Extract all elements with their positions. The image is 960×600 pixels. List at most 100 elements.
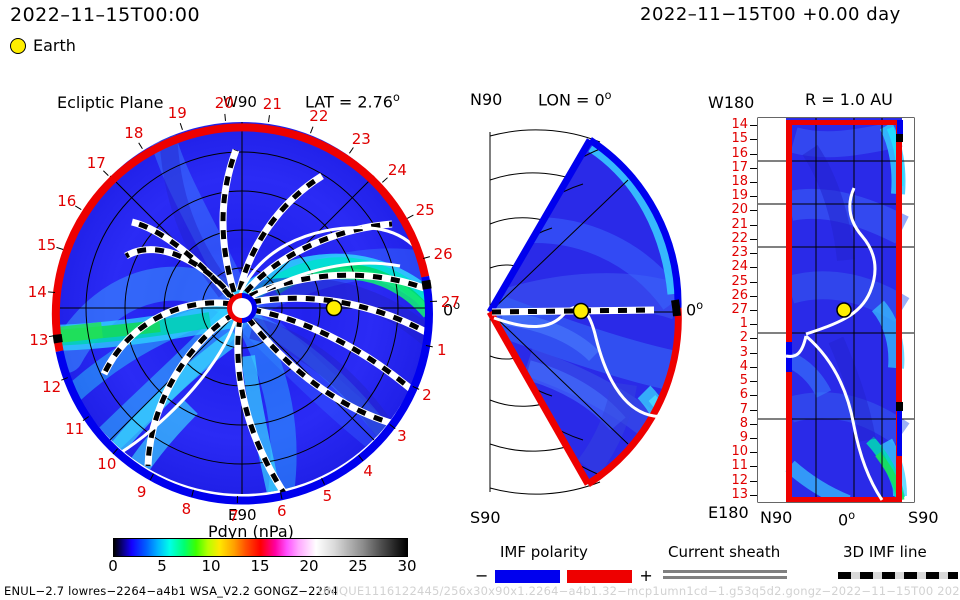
shell-y-axis-labels: 14 15 16 17 18 19 20 21 22 23 24 25 26 27 1 2 3 4 5 6 7 8 9 10 1…: [715, 110, 757, 510]
shell-y-tick: [750, 381, 757, 383]
shell-y-tick-label: 19: [731, 188, 748, 204]
shell-y-tick: [750, 295, 757, 297]
ecliptic-ring-tick: [103, 170, 109, 176]
shell-y-tick: [750, 224, 757, 226]
ecliptic-ring-label: 18: [124, 124, 144, 143]
shell-y-tick: [750, 409, 757, 411]
ecliptic-ring-tick: [82, 415, 89, 421]
ecliptic-ring-label: 8: [181, 500, 192, 519]
shell-y-tick-label: 1: [739, 316, 748, 332]
ecliptic-ring-tick: [138, 142, 144, 149]
shell-x-label-s90: S90: [908, 508, 939, 527]
shell-y-tick: [750, 395, 757, 397]
ecliptic-ring-tick: [191, 489, 195, 497]
shell-y-tick-label: 21: [731, 216, 748, 232]
ecliptic-ring-label: 27: [440, 292, 460, 311]
shell-y-tick-label: 9: [739, 430, 748, 445]
meridional-right-label: 0o: [686, 299, 704, 320]
shell-y-tick: [750, 494, 757, 496]
shell-bottom-label: E180: [708, 503, 749, 522]
ecliptic-ring-label: 23: [351, 129, 371, 148]
ecliptic-ring-tick: [348, 147, 354, 154]
ecliptic-ring-label: 26: [433, 245, 453, 264]
ecliptic-top-label: W90: [223, 93, 257, 111]
ecliptic-ring-label: 4: [363, 461, 373, 480]
current-sheath-legend-sample: [663, 570, 787, 579]
ecliptic-bottom-label: E90: [228, 506, 257, 524]
shell-y-tick-label: 16: [731, 145, 748, 161]
ecliptic-lat-label: LAT = 2.76o: [305, 91, 400, 112]
shell-y-tick: [750, 182, 757, 183]
imf-polarity-legend-title: IMF polarity: [500, 543, 588, 561]
ecliptic-ring-tick: [179, 122, 183, 130]
imf-positive-swatch: [567, 569, 633, 583]
shell-grid: [815, 118, 883, 502]
earth-marker-icon: [10, 38, 26, 54]
shell-y-tick-label: 26: [731, 287, 748, 303]
meridional-bottom-label: S90: [470, 508, 501, 527]
ecliptic-ring-label: 16: [57, 192, 77, 211]
colorbar-tick-label: 30: [397, 557, 417, 575]
shell-y-tick-label: 22: [731, 230, 748, 246]
imf-minus-label: −: [475, 566, 489, 585]
meridional-polarity-edge: [486, 137, 682, 487]
ecliptic-ring-label: 21: [262, 95, 282, 114]
shell-y-tick: [750, 452, 757, 454]
shell-y-tick: [750, 210, 757, 212]
ecliptic-ring-label: 11: [65, 419, 85, 438]
shell-y-tick-label: 6: [739, 387, 748, 403]
ecliptic-ring-tick: [75, 205, 82, 211]
polarity-ring: [51, 123, 433, 505]
colorbar: [113, 538, 408, 557]
shell-y-tick-label: 15: [731, 131, 748, 147]
sun-marker: [227, 293, 257, 323]
shell-y-tick-label: 4: [739, 358, 748, 374]
imf-line-legend-title: 3D IMF line: [843, 543, 927, 561]
meridional-plane-plot: [486, 129, 682, 495]
shell-y-tick-label: 13: [731, 486, 748, 502]
ecliptic-ring-tick: [426, 344, 434, 348]
ecliptic-ring-tick: [112, 448, 118, 455]
shell-y-tick-label: 8: [739, 415, 748, 431]
ecliptic-ring-label: 13: [29, 331, 49, 350]
ecliptic-right-label: 0o: [443, 299, 461, 320]
ecliptic-ring-label: 5: [322, 487, 333, 506]
footer-run-id: UNIQUE1116122445/256x30x90x1.2264−a4b1.3…: [318, 584, 960, 598]
timestamp-left: 2022–11–15T00:00: [10, 4, 201, 26]
shell-y-tick-label: 24: [731, 259, 748, 275]
colorbar-tick-label: 15: [250, 557, 270, 575]
ecliptic-ring-label: 24: [387, 161, 407, 180]
meridional-top-label: N90: [470, 90, 503, 109]
shell-pdyn-field: [758, 118, 914, 502]
imf-plus-label: +: [639, 566, 653, 585]
earth-legend: Earth: [10, 38, 76, 54]
shell-panel-title: R = 1.0 AU: [805, 90, 893, 109]
shell-y-tick-label: 17: [731, 159, 748, 175]
ecliptic-ring-tick: [60, 377, 68, 382]
imf-polarity-legend: − +: [475, 568, 653, 584]
shell-y-tick: [750, 352, 757, 354]
meridional-current-sheet: [493, 305, 682, 418]
ecliptic-ring-label: 10: [97, 455, 117, 474]
shell-y-tick-label: 7: [739, 401, 748, 417]
colorbar-title: Pdyn (nPa): [208, 522, 294, 541]
ecliptic-ring-label: 9: [136, 482, 147, 501]
timestamp-right: 2022–11−15T00 +0.00 day: [640, 4, 901, 25]
shell-y-tick-label: 5: [739, 373, 748, 389]
shell-y-tick-label: 12: [731, 472, 748, 488]
ecliptic-ring-tick: [280, 491, 283, 499]
footer-model-info: ENUL−2.7 lowres−2264−a4b1 WSA_V2.2 GONGZ…: [4, 584, 339, 598]
ecliptic-panel-title: Ecliptic Plane: [57, 93, 164, 112]
shell-y-tick: [750, 167, 757, 169]
shell-grid-h: [758, 160, 914, 420]
colorbar-tick-label: 10: [201, 557, 221, 575]
shell-y-tick-label: 27: [731, 302, 748, 317]
ecliptic-ring-label: 19: [167, 103, 187, 122]
ecliptic-ring-labels: 20 21 22 23 24 25 26 27 1 2 3 4 5 6 7 8 9 10 11 12 13 14 15 16 1…: [28, 94, 460, 525]
shell-y-tick: [750, 466, 757, 468]
earth-marker-shell: [836, 302, 852, 318]
shell-y-tick: [750, 253, 757, 255]
ecliptic-ring-label: 15: [37, 236, 57, 255]
shell-top-label: W180: [708, 93, 755, 112]
meridional-panel-title: LON = 0o: [538, 89, 612, 110]
